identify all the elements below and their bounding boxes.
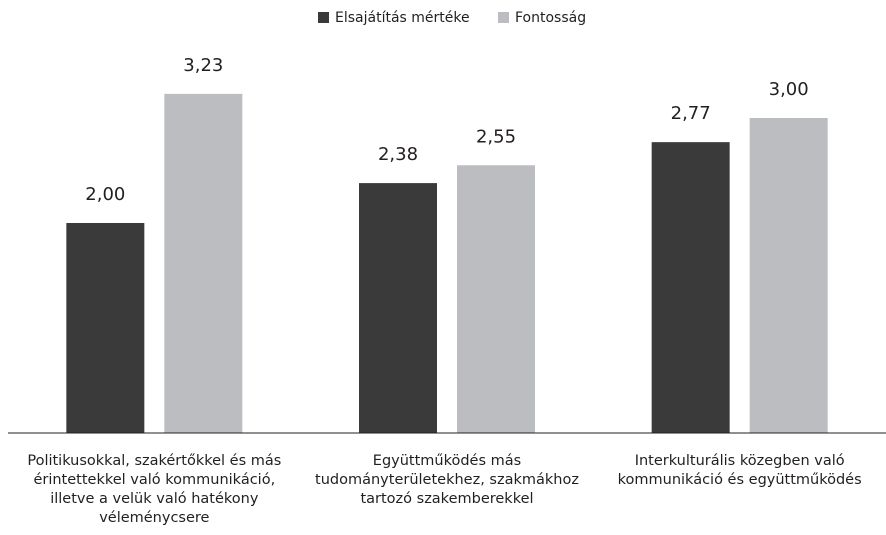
data-label: 2,00 [85,184,125,205]
data-label: 3,00 [769,79,809,100]
bar [457,165,535,433]
x-tick-label: Politikusokkal, szakértőkkel és más érin… [27,453,282,526]
legend-label: Fontosság [515,10,586,26]
bar [359,183,437,433]
bar [651,142,730,433]
x-tick-label: Együttműködés más tudományterületekhez, … [315,453,579,507]
legend-swatch [498,12,509,23]
legend-label: Elsajátítás mértéke [335,10,470,26]
data-label: 2,55 [476,126,516,147]
data-label: 2,77 [671,103,711,124]
data-label: 2,38 [378,144,418,165]
data-label: 3,23 [183,55,223,76]
bar [164,93,243,433]
bar [66,223,145,433]
legend-swatch [318,12,329,23]
x-tick-label: Interkulturális közegben való kommunikác… [617,453,862,488]
bar [749,118,828,433]
